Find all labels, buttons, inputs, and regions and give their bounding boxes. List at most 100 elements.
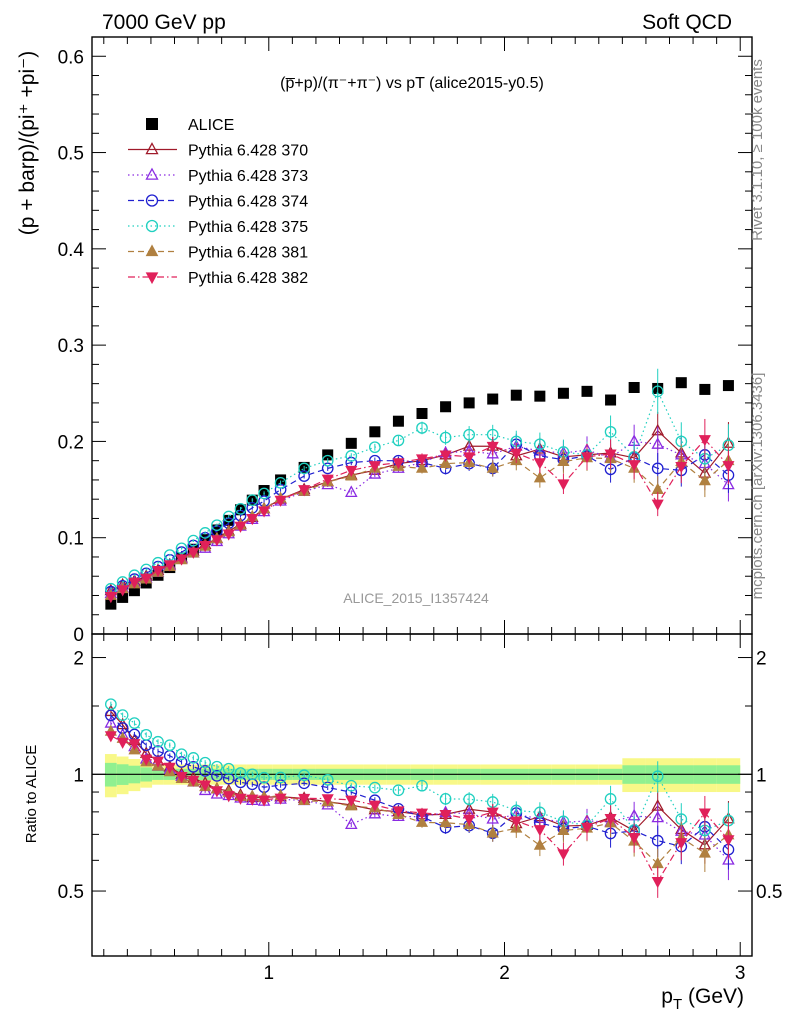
ratio-data-point [222,762,235,775]
y-tick-label: 0.5 [58,144,84,165]
data-point [246,514,259,526]
ratio-panel: 0.5 0.5 1 1 2 2 1 2 3 Ratio to ALICE pT (GeV) [23,633,782,1013]
data-point [246,494,259,507]
ratio-y-tick-label-right: 0.5 [756,882,782,903]
data-point [416,422,428,434]
data-point [651,499,664,511]
ratio-data-point [128,717,141,729]
legend: ALICE Pythia 6.428 370 Pythia 6.428 373 Pyt… [128,117,308,287]
ratio-data-point [439,815,452,828]
ratio-data-point [439,809,452,822]
ratio-data-point [534,806,546,819]
data-point [440,401,452,413]
ratio-data-point [368,800,381,812]
ratio-data-point [486,826,499,838]
ratio-data-point [298,777,310,790]
ratio-data-point [211,760,223,773]
y-tick-label: 0.6 [58,47,84,68]
ratio-data-point [580,822,594,835]
legend-marker [145,219,159,233]
collision-label: 7000 GeV pp [102,11,226,34]
data-point [533,471,546,483]
series-line [110,457,729,597]
ratio-data-point [698,808,711,820]
data-point [486,441,499,454]
ratio-data-point [151,756,165,768]
data-point [486,461,499,473]
ratio-data-point [210,786,223,798]
data-point [116,585,129,597]
legend-label: Pythia 6.428 374 [188,194,308,211]
data-point [345,465,358,478]
series-pythia-6-428-382 [104,418,735,604]
ratio-data-point [604,814,617,826]
series-line [110,438,729,597]
ratio-data-point [533,838,546,850]
legend-marker [145,194,159,207]
data-point [439,450,452,462]
data-point [345,437,357,449]
ratio-y-axis-label: Ratio to ALICE [23,745,40,843]
data-point [392,415,404,427]
ratio-series-line [110,711,729,846]
data-point [258,487,270,500]
data-point [199,541,212,553]
ratio-data-point [486,807,499,819]
data-point [510,389,522,401]
data-point [368,461,381,473]
ratio-series-pythia-6-428-373 [104,716,735,881]
ratio-data-point [246,794,259,806]
y-tick-label: 0.2 [58,432,84,453]
ratio-data-point [187,760,200,773]
ratio-data-point [175,772,188,784]
ratio-data-point [105,709,117,722]
ratio-data-point [116,709,129,721]
data-point [211,519,223,532]
data-point [368,467,382,479]
ratio-series-pythia-6-428-382 [104,731,735,898]
data-point [675,462,688,474]
data-point [175,554,188,566]
ratio-data-point [604,793,617,805]
ratio-data-point [222,791,235,803]
legend-marker [145,272,159,285]
data-point [163,560,176,572]
ratio-data-point [392,806,405,818]
ratio-data-point [369,781,381,794]
series-alice [105,377,734,610]
ratio-data-point [416,779,428,792]
ratio-y-tick-label-left: 2 [73,649,84,670]
y-tick-label: 0.4 [58,240,85,261]
ratio-data-point [128,739,141,751]
category-label: Soft QCD [642,11,732,34]
data-point [651,462,664,475]
data-point [258,506,271,518]
data-point [651,437,665,449]
ratio-data-point [415,808,429,820]
legend-entry: Pythia 6.428 370 [128,142,308,160]
data-point [298,462,310,475]
ratio-data-point [628,833,641,845]
x-axis-label: pT (GeV) [661,985,744,1013]
data-point [222,529,235,541]
legend-entry: Pythia 6.428 375 [128,219,308,236]
data-point [605,394,617,406]
data-point [392,434,405,447]
data-point [369,441,381,454]
data-point [439,431,452,444]
data-point [604,425,617,438]
data-point [651,385,664,398]
data-point [534,390,546,402]
ratio-data-point [651,810,665,823]
data-point [210,535,223,547]
ratio-data-point [163,739,176,752]
data-point [486,446,500,459]
data-point [345,450,358,462]
legend-marker [146,118,158,130]
data-point [392,458,405,470]
ratio-data-point [675,838,688,850]
ratio-data-point [234,767,247,779]
ratio-data-point [258,795,271,807]
data-point [557,387,569,399]
data-point [580,452,594,464]
